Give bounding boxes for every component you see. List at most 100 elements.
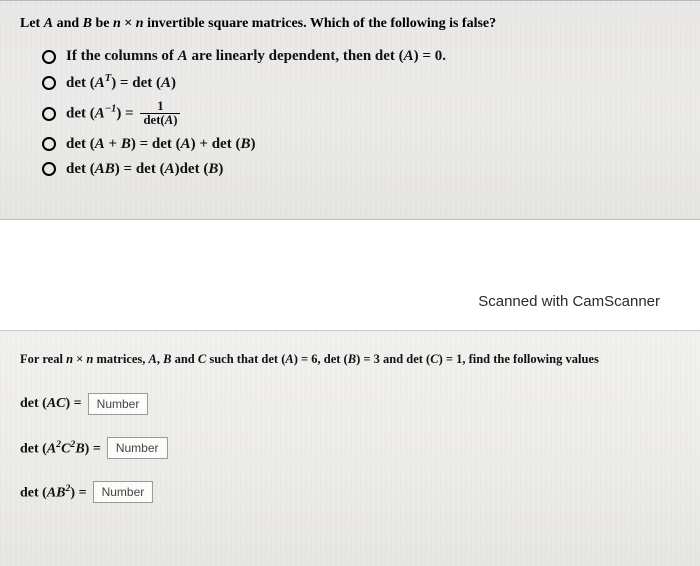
text: det (	[20, 441, 47, 456]
number-input[interactable]: Number	[88, 393, 149, 415]
var-A: A	[178, 48, 188, 64]
var-B: B	[240, 136, 250, 152]
numerator: 1	[140, 100, 180, 114]
text: ) = det (	[111, 75, 161, 91]
var-A: A	[149, 352, 157, 366]
var-n: n	[113, 16, 121, 31]
denominator: det(A)	[140, 114, 180, 127]
var-C: C	[56, 396, 65, 411]
var-B: B	[105, 161, 115, 177]
var-B: B	[208, 161, 218, 177]
text: det (	[66, 75, 95, 91]
text: )	[250, 136, 255, 152]
q1-options: If the columns of A are linearly depende…	[20, 48, 680, 178]
text: ×	[121, 16, 136, 31]
var-A: A	[44, 16, 53, 31]
q2-prompt: For real n × n matrices, A, B and C such…	[20, 349, 680, 369]
option-text: det (AT) = det (A)	[66, 73, 176, 92]
text: ) = det (	[131, 136, 181, 152]
number-input[interactable]: Number	[93, 481, 154, 503]
label: det (AC) =	[20, 396, 82, 412]
q1-option-2[interactable]: det (AT) = det (A)	[42, 73, 680, 92]
number-input[interactable]: Number	[107, 437, 168, 459]
var-A: A	[95, 136, 105, 152]
text: invertible square matrices. Which of the…	[144, 16, 497, 31]
text: ) = 6, det (	[294, 352, 348, 366]
var-A: A	[47, 485, 56, 500]
label: det (AB2) =	[20, 483, 87, 502]
var-A: A	[47, 396, 56, 411]
option-text: det (AB) = det (A)det (B)	[66, 161, 223, 178]
text: )	[173, 113, 177, 127]
text: )det (	[175, 161, 209, 177]
q1-option-4[interactable]: det (A + B) = det (A) + det (B)	[42, 136, 680, 153]
option-text: If the columns of A are linearly depende…	[66, 48, 446, 65]
text: ) = 3 and det (	[356, 352, 430, 366]
radio-icon[interactable]	[42, 162, 56, 176]
q2-row-detAC: det (AC) = Number	[20, 393, 680, 415]
text: and	[171, 352, 197, 366]
q1-option-3[interactable]: det (A−1) = 1 det(A)	[42, 100, 680, 128]
question-2-panel: For real n × n matrices, A, B and C such…	[0, 330, 700, 566]
text: such that det (	[206, 352, 285, 366]
option-text: det (A−1) = 1 det(A)	[66, 100, 183, 128]
text: ) = 1, find the following values	[439, 352, 599, 366]
text: +	[105, 136, 121, 152]
text: If the columns of	[66, 48, 178, 64]
text: det (	[20, 485, 47, 500]
q2-row-detAB2: det (AB2) = Number	[20, 481, 680, 503]
var-B: B	[75, 441, 84, 456]
text: are linearly dependent, then det (	[188, 48, 404, 64]
q1-option-1[interactable]: If the columns of A are linearly depende…	[42, 48, 680, 65]
var-n: n	[66, 352, 73, 366]
var-A: A	[95, 161, 105, 177]
var-B: B	[83, 16, 92, 31]
var-A: A	[285, 352, 293, 366]
q1-option-5[interactable]: det (AB) = det (A)det (B)	[42, 161, 680, 178]
text: and	[53, 16, 83, 31]
text: )	[218, 161, 223, 177]
text: det (	[66, 136, 95, 152]
q2-row-detA2C2B: det (A2C2B) = Number	[20, 437, 680, 459]
var-B: B	[56, 485, 65, 500]
text: ) = det (	[115, 161, 165, 177]
var-A: A	[181, 136, 191, 152]
var-A: A	[165, 113, 174, 127]
var-A: A	[404, 48, 414, 64]
text: Let	[20, 16, 44, 31]
radio-icon[interactable]	[42, 50, 56, 64]
text: ) = 0.	[414, 48, 446, 64]
text: ) =	[116, 105, 137, 121]
var-A: A	[47, 441, 56, 456]
camscanner-watermark: Scanned with CamScanner	[478, 293, 660, 310]
var-B: B	[121, 136, 131, 152]
var-A: A	[95, 105, 105, 121]
var-C: C	[430, 352, 438, 366]
text: matrices,	[93, 352, 148, 366]
radio-icon[interactable]	[42, 76, 56, 90]
text: ) =	[85, 441, 101, 456]
var-C: C	[198, 352, 206, 366]
question-1-panel: Let A and B be n × n invertible square m…	[0, 0, 700, 220]
fraction: 1 det(A)	[140, 100, 180, 128]
text: ) =	[66, 396, 82, 411]
q1-prompt: Let A and B be n × n invertible square m…	[20, 13, 680, 34]
text: ) + det (	[191, 136, 241, 152]
text: ×	[73, 352, 86, 366]
label: det (A2C2B) =	[20, 439, 101, 458]
var-n: n	[136, 16, 144, 31]
text: det(	[143, 113, 164, 127]
text: For real	[20, 352, 66, 366]
gap-region: Scanned with CamScanner	[0, 220, 700, 330]
text: det (	[20, 396, 47, 411]
text: )	[171, 75, 176, 91]
var-A: A	[165, 161, 175, 177]
text: be	[92, 16, 113, 31]
sup-neg1: −1	[105, 103, 117, 114]
option-text: det (A + B) = det (A) + det (B)	[66, 136, 255, 153]
var-B: B	[348, 352, 356, 366]
radio-icon[interactable]	[42, 107, 56, 121]
text: ) =	[70, 485, 86, 500]
radio-icon[interactable]	[42, 137, 56, 151]
text: det (	[66, 105, 95, 121]
